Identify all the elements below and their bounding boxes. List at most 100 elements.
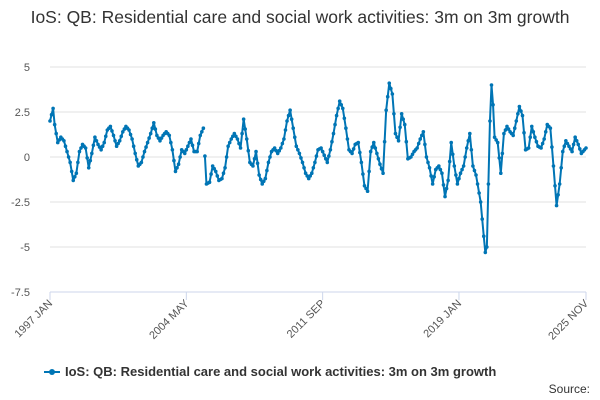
data-point: [117, 139, 122, 143]
data-point: [49, 112, 54, 117]
data-point: [387, 81, 392, 85]
data-point: [155, 133, 159, 138]
data-point: [176, 162, 181, 166]
legend[interactable]: IoS: QB: Residential care and social wor…: [44, 364, 496, 379]
data-point: [234, 134, 238, 139]
data-point: [500, 151, 505, 156]
data-point: [134, 157, 139, 162]
data-point: [584, 146, 588, 150]
data-point: [382, 139, 387, 144]
data-point: [466, 139, 471, 143]
data-point: [68, 160, 72, 165]
series-line-path: [49, 82, 587, 254]
data-point: [458, 171, 463, 175]
data-point: [232, 131, 237, 136]
data-point: [340, 106, 345, 111]
data-point: [542, 137, 546, 141]
data-point: [113, 139, 117, 143]
data-point: [554, 203, 559, 208]
data-point: [200, 130, 204, 134]
data-point: [144, 145, 148, 149]
data-point: [279, 146, 283, 150]
data-point: [237, 141, 241, 146]
data-point: [292, 135, 297, 139]
data-point: [277, 148, 282, 153]
data-point: [103, 134, 108, 139]
data-point: [265, 168, 269, 173]
data-point: [371, 140, 376, 145]
data-point: [522, 130, 526, 135]
data-point: [485, 245, 489, 249]
data-point: [384, 108, 388, 112]
data-point: [441, 183, 446, 187]
data-point: [350, 151, 354, 156]
data-point: [241, 117, 246, 121]
data-point: [173, 169, 178, 174]
data-point: [246, 148, 251, 153]
data-point: [210, 164, 215, 168]
data-point: [495, 140, 500, 145]
data-point: [534, 139, 539, 144]
data-point: [339, 103, 344, 107]
data-point: [424, 155, 429, 159]
data-point: [548, 126, 553, 130]
data-point: [311, 166, 316, 170]
data-point: [365, 189, 370, 193]
data-point: [268, 155, 272, 159]
x-tick-label: 1997 JAN: [12, 298, 55, 341]
data-point: [539, 146, 543, 150]
data-point: [437, 164, 441, 168]
data-point: [556, 193, 560, 197]
data-point: [88, 158, 93, 163]
data-point: [100, 144, 105, 148]
data-point: [172, 158, 176, 163]
data-point: [220, 176, 224, 181]
data-point: [48, 119, 52, 123]
data-point: [409, 155, 413, 159]
data-point: [399, 112, 404, 116]
data-point: [65, 149, 69, 154]
data-point: [378, 162, 382, 166]
data-point: [469, 148, 474, 152]
data-point: [182, 151, 187, 156]
data-point: [299, 156, 303, 160]
data-point: [314, 154, 319, 158]
data-point: [52, 122, 57, 127]
data-point: [516, 112, 520, 116]
data-point: [170, 148, 175, 152]
data-point: [224, 155, 229, 159]
data-point: [370, 145, 375, 149]
data-point: [565, 141, 570, 146]
data-point: [573, 135, 577, 139]
data-point: [203, 154, 207, 158]
data-point: [512, 126, 517, 130]
data-point: [93, 135, 97, 139]
data-point: [364, 186, 368, 191]
data-point: [423, 142, 427, 147]
data-point: [62, 139, 66, 143]
y-tick-label: -5: [20, 242, 30, 254]
data-point: [187, 140, 192, 145]
data-point: [226, 144, 230, 148]
data-point: [419, 133, 424, 138]
data-point: [303, 171, 308, 175]
data-point: [227, 140, 232, 145]
data-point: [497, 156, 502, 160]
data-point: [333, 122, 337, 127]
data-point: [543, 130, 548, 134]
data-point: [478, 200, 483, 204]
x-tick-label: 2004 MAY: [147, 297, 192, 342]
data-point: [351, 147, 356, 151]
data-point: [446, 178, 450, 183]
data-point: [116, 141, 120, 146]
data-point: [361, 172, 365, 176]
data-point: [306, 176, 311, 181]
data-point: [328, 148, 333, 152]
data-point: [506, 127, 511, 131]
data-point: [418, 137, 423, 141]
data-point: [438, 167, 443, 172]
data-point: [564, 139, 568, 143]
data-point: [283, 128, 288, 132]
data-point: [288, 108, 292, 112]
data-point: [486, 182, 491, 186]
